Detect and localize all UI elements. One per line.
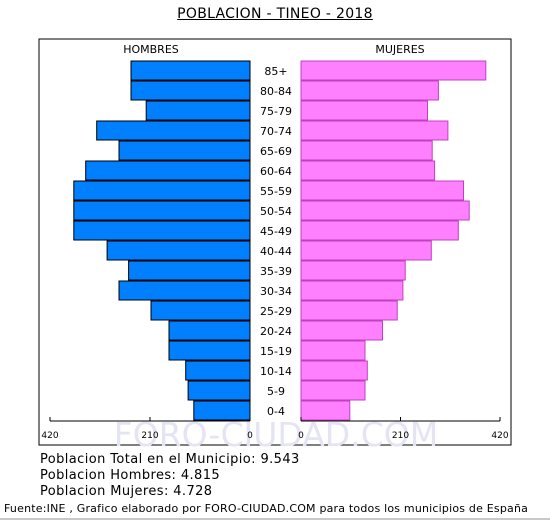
bar-men-45-49	[73, 220, 251, 241]
bar-women-55-59	[300, 180, 464, 201]
bar-women-30-34	[300, 280, 404, 301]
bars-group	[73, 60, 487, 421]
age-label: 75-79	[260, 105, 292, 118]
chart-title: POBLACION - TINEO - 2018	[177, 6, 373, 22]
x-tick-label-right: 420	[491, 431, 508, 441]
bar-women-40-44	[300, 240, 432, 261]
bar-men-0-4	[193, 400, 251, 421]
bar-men-65-69	[118, 140, 251, 161]
bar-men-60-64	[85, 160, 251, 181]
bar-men-75-79	[145, 100, 251, 121]
bar-men-55-59	[73, 180, 251, 201]
x-tick-label-left: 0	[247, 431, 253, 441]
men-population-text: Poblacion Hombres: 4.815	[40, 468, 221, 483]
source-text: Fuente:INE , Grafico elaborado por FORO-…	[4, 502, 529, 515]
bar-women-75-79	[300, 100, 428, 121]
bar-women-85+	[300, 60, 487, 81]
age-label: 15-19	[260, 345, 292, 358]
total-population-text: Poblacion Total en el Municipio: 9.543	[40, 452, 300, 467]
bar-men-10-14	[185, 360, 251, 381]
bar-men-20-24	[168, 320, 251, 341]
bottom-divider	[0, 518, 550, 520]
bar-women-15-19	[300, 340, 366, 361]
age-label: 5-9	[267, 385, 285, 398]
bar-women-50-54	[300, 200, 470, 221]
age-label: 65-69	[260, 145, 292, 158]
age-label: 40-44	[260, 245, 292, 258]
bar-women-5-9	[300, 380, 366, 401]
bar-women-60-64	[300, 160, 436, 181]
age-label: 70-74	[260, 125, 292, 138]
bar-men-70-74	[96, 120, 251, 141]
bar-men-35-39	[128, 260, 251, 281]
bar-women-70-74	[300, 120, 449, 141]
bar-women-35-39	[300, 260, 406, 281]
age-label: 50-54	[260, 205, 292, 218]
bar-men-40-44	[106, 240, 251, 261]
age-label: 20-24	[260, 325, 292, 338]
bar-women-25-29	[300, 300, 398, 321]
age-labels-group: 85+ 80-84 75-79 70-74 65-69 60-64 55-59 50-54 45…	[260, 65, 292, 418]
bar-men-25-29	[150, 300, 251, 321]
bar-men-80-84	[130, 80, 251, 101]
x-tick-label-left: 420	[41, 431, 58, 441]
age-label: 35-39	[260, 265, 292, 278]
age-label: 0-4	[267, 405, 285, 418]
bar-women-10-14	[300, 360, 368, 381]
bar-men-5-9	[187, 380, 251, 401]
age-label: 30-34	[260, 285, 292, 298]
age-label: 55-59	[260, 185, 292, 198]
bar-men-15-19	[168, 340, 251, 361]
women-population-text: Poblacion Mujeres: 4.728	[40, 484, 213, 499]
bar-women-65-69	[300, 140, 433, 161]
age-label: 80-84	[260, 85, 292, 98]
left-group-label: HOMBRES	[123, 43, 179, 56]
bar-women-80-84	[300, 80, 439, 101]
bar-men-50-54	[73, 200, 251, 221]
bar-women-0-4	[300, 400, 351, 421]
bar-men-30-34	[118, 280, 251, 301]
bar-men-85+	[130, 60, 251, 81]
x-tick-label-left: 210	[141, 431, 158, 441]
x-tick-label-right: 210	[392, 431, 409, 441]
axes-group: 420 210 0 0 210 420	[41, 417, 509, 441]
age-label: 25-29	[260, 305, 292, 318]
bar-women-20-24	[300, 320, 383, 341]
bar-women-45-49	[300, 220, 459, 241]
age-label: 60-64	[260, 165, 292, 178]
right-group-label: MUJERES	[375, 43, 424, 56]
age-label: 85+	[264, 65, 287, 78]
x-tick-label-right: 0	[298, 431, 304, 441]
age-label: 45-49	[260, 225, 292, 238]
age-label: 10-14	[260, 365, 292, 378]
